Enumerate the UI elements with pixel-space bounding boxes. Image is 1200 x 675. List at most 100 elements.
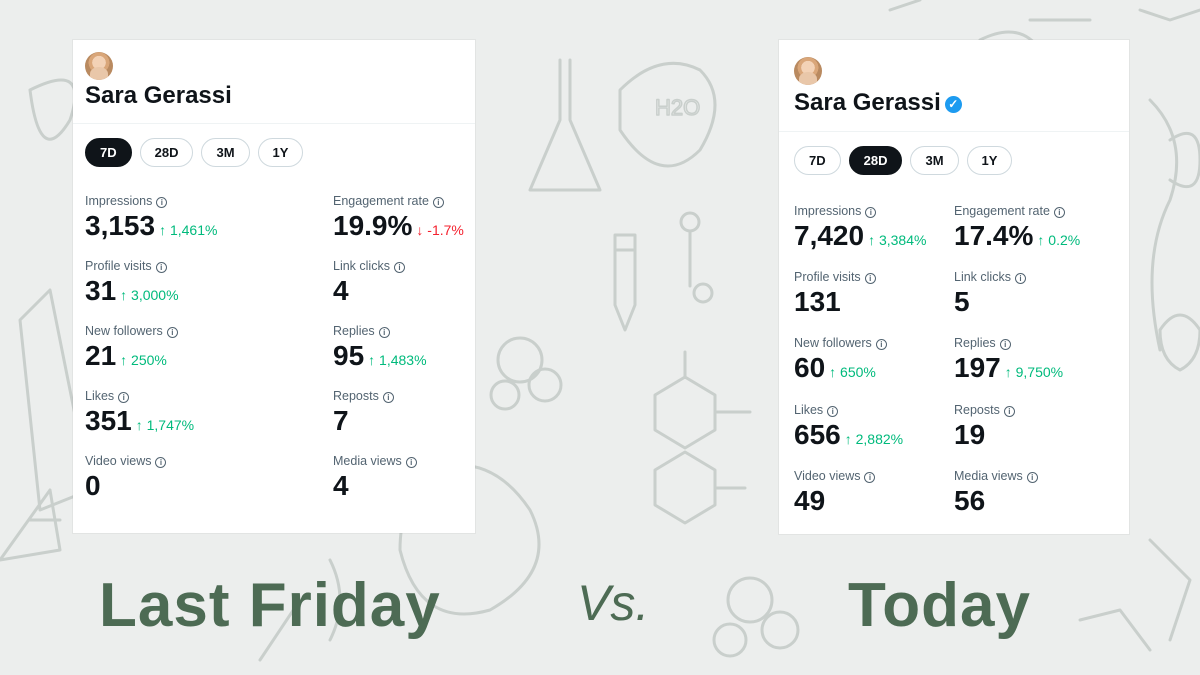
metric-media-views: Media views i 4 (333, 454, 417, 502)
metric-profile-visits: Profile visits i 131 (794, 270, 876, 318)
metric-value: 19 (954, 419, 986, 450)
metric-label: Reposts (954, 403, 1000, 417)
metric-value: 56 (954, 485, 986, 516)
info-icon[interactable]: i (155, 457, 167, 468)
info-icon[interactable]: i (864, 472, 876, 483)
info-icon[interactable]: i (156, 197, 168, 208)
info-icon[interactable]: i (155, 262, 167, 273)
tab-7d[interactable]: 7D (794, 146, 841, 175)
profile-name: Sara Gerassi ✓ (794, 89, 962, 117)
metric-label: Engagement rate (954, 204, 1050, 218)
metric-new-followers: New followers i 60 ↑ 650% (794, 336, 887, 384)
metric-value: 49 (794, 485, 826, 516)
info-icon[interactable]: i (999, 339, 1011, 350)
tab-3m[interactable]: 3M (910, 146, 959, 175)
hexagon-icon (653, 375, 717, 450)
metric-label: Video views (85, 454, 152, 468)
metric-link-clicks: Link clicks i 4 (333, 259, 405, 307)
caption-today: Today (848, 571, 1031, 640)
metric-delta: ↑ 2,882% (844, 431, 904, 447)
metric-label: Impressions (794, 204, 862, 218)
info-icon[interactable]: i (405, 457, 417, 468)
metric-value: 7,420 (794, 220, 865, 251)
metric-label: New followers (794, 336, 872, 350)
info-icon[interactable]: i (393, 262, 405, 273)
caption-last-friday: Last Friday (99, 571, 441, 640)
metric-impressions: Impressions i 7,420 ↑ 3,384% (794, 204, 926, 252)
metric-value: 21 (85, 340, 117, 371)
analytics-card-last-friday: Sara Gerassi 7D 28D 3M 1Y Impressions i 3… (73, 40, 475, 533)
metric-value: 197 (954, 352, 1001, 383)
info-icon[interactable]: i (1053, 207, 1065, 218)
metric-delta: ↑ 9,750% (1004, 364, 1064, 380)
info-icon[interactable]: i (1014, 273, 1026, 284)
profile-name-text: Sara Gerassi (794, 89, 941, 116)
verified-badge-icon: ✓ (944, 96, 962, 113)
metric-delta: ↓ -1.7% (416, 222, 464, 238)
avatar[interactable] (794, 57, 822, 85)
metric-label: Engagement rate (333, 194, 429, 208)
date-range-tabs: 7D 28D 3M 1Y (85, 138, 304, 167)
info-icon[interactable]: i (118, 392, 130, 403)
metric-value: 95 (333, 340, 365, 371)
metric-video-views: Video views i 49 (794, 469, 876, 517)
tab-3m[interactable]: 3M (201, 138, 250, 167)
metric-label: Link clicks (954, 270, 1011, 284)
metric-value: 5 (954, 286, 970, 317)
avatar[interactable] (85, 52, 113, 80)
date-range-tabs: 7D 28D 3M 1Y (794, 146, 1013, 175)
info-icon[interactable]: i (378, 327, 390, 338)
metric-delta: ↑ 3,000% (120, 287, 179, 303)
metric-value: 60 (794, 352, 826, 383)
metric-label: Impressions (85, 194, 153, 208)
info-icon[interactable]: i (865, 207, 877, 218)
water-drop-icon (618, 61, 717, 168)
metric-delta: ↑ 1,461% (159, 222, 218, 238)
pencil-icon (613, 233, 637, 332)
metric-value: 131 (794, 286, 841, 317)
info-icon[interactable]: i (1026, 472, 1038, 483)
metric-value: 656 (794, 419, 841, 450)
metric-label: Link clicks (333, 259, 390, 273)
metric-delta: ↑ 3,384% (868, 232, 927, 248)
metric-label: Likes (85, 389, 115, 403)
tab-28d[interactable]: 28D (848, 146, 903, 175)
tab-1y[interactable]: 1Y (966, 146, 1013, 175)
metric-media-views: Media views i 56 (954, 469, 1038, 517)
info-icon[interactable]: i (827, 406, 839, 417)
metric-label: Replies (333, 324, 375, 338)
metric-value: 4 (333, 275, 349, 306)
metric-reposts: Reposts i 19 (954, 403, 1015, 451)
metric-impressions: Impressions i 3,153 ↑ 1,461% (85, 194, 217, 242)
info-icon[interactable]: i (864, 273, 876, 284)
metric-value: 19.9% (333, 210, 413, 241)
metric-engagement-rate: Engagement rate i 17.4% ↑ 0.2% (954, 204, 1080, 252)
metric-profile-visits: Profile visits i 31 ↑ 3,000% (85, 259, 179, 307)
metric-label: Media views (954, 469, 1023, 483)
info-icon[interactable]: i (875, 339, 887, 350)
metric-replies: Replies i 95 ↑ 1,483% (333, 324, 427, 372)
metric-replies: Replies i 197 ↑ 9,750% (954, 336, 1063, 384)
metric-label: Profile visits (85, 259, 152, 273)
tab-28d[interactable]: 28D (139, 138, 194, 167)
info-icon[interactable]: i (432, 197, 444, 208)
info-icon[interactable]: i (382, 392, 394, 403)
metric-likes: Likes i 351 ↑ 1,747% (85, 389, 194, 437)
metric-delta: ↑ 1,483% (368, 352, 427, 368)
metric-value: 17.4% (954, 220, 1034, 251)
analytics-card-today: Sara Gerassi ✓ 7D 28D 3M 1Y Impressions i … (779, 40, 1129, 534)
metric-label: Video views (794, 469, 861, 483)
metric-label: Reposts (333, 389, 379, 403)
metric-value: 0 (85, 470, 101, 501)
metric-reposts: Reposts i 7 (333, 389, 394, 437)
tab-7d[interactable]: 7D (85, 138, 132, 167)
metric-value: 31 (85, 275, 117, 306)
profile-name: Sara Gerassi (85, 82, 232, 109)
metric-delta: ↑ 250% (120, 352, 167, 368)
info-icon[interactable]: i (166, 327, 178, 338)
tab-1y[interactable]: 1Y (257, 138, 304, 167)
caption-vs: Vs. (577, 575, 650, 631)
metric-label: Likes (794, 403, 824, 417)
info-icon[interactable]: i (1003, 406, 1015, 417)
